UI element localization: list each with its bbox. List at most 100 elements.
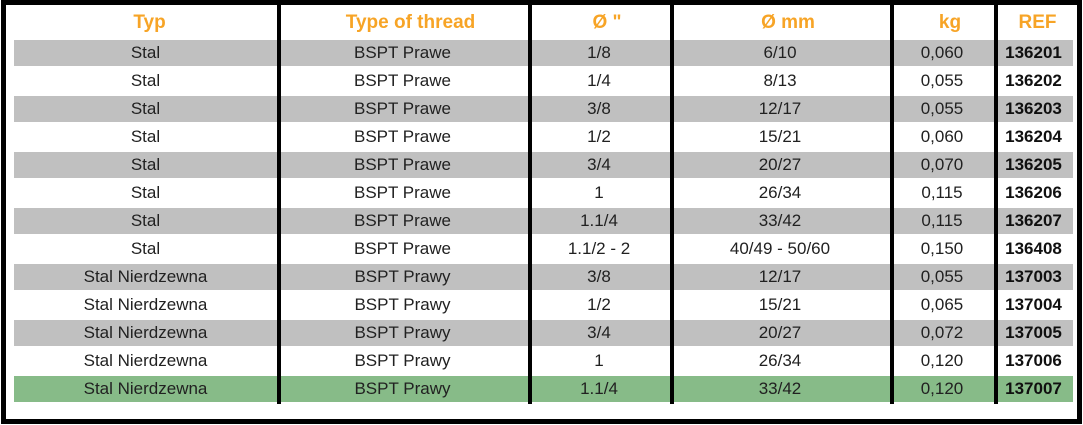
cell-diameter-mm: 26/34 <box>758 183 802 202</box>
cell-ref: 136201 <box>1005 43 1062 62</box>
cell-ref: 137005 <box>1005 323 1062 342</box>
table-row: Stal BSPT Prawe 1.1/4 33/42 0,115 136207 <box>14 208 1073 234</box>
cell-diameter-mm: 12/17 <box>758 99 802 118</box>
cell-diameter-mm: 33/42 <box>758 211 802 230</box>
table-row: Stal Nierdzewna BSPT Prawy 3/8 12/17 0,0… <box>14 264 1073 290</box>
cell-kg: 0,055 <box>920 71 964 90</box>
column-header-diameter-inch: Ø " <box>592 12 622 33</box>
cell-typ: Stal <box>130 211 161 230</box>
column-header-typ: Typ <box>133 12 166 33</box>
cell-diameter-mm: 40/49 - 50/60 <box>729 239 831 258</box>
table-row: Stal BSPT Prawe 1.1/2 - 2 40/49 - 50/60 … <box>14 236 1073 262</box>
cell-typ: Stal Nierdzewna <box>83 267 208 286</box>
column-divider-3 <box>670 5 674 404</box>
cell-kg: 0,065 <box>920 295 964 314</box>
cell-diameter-inch: 1/2 <box>587 127 611 146</box>
table-row: Stal Nierdzewna BSPT Prawy 1/2 15/21 0,0… <box>14 292 1073 318</box>
cell-typ: Stal <box>130 71 161 90</box>
cell-ref: 136203 <box>1005 99 1062 118</box>
cell-typ: Stal <box>130 127 161 146</box>
cell-diameter-mm: 8/13 <box>763 71 797 90</box>
table-row: Stal BSPT Prawe 3/8 12/17 0,055 136203 <box>14 96 1073 122</box>
cell-ref: 136207 <box>1005 211 1062 230</box>
cell-typ: Stal Nierdzewna <box>83 323 208 342</box>
cell-thread: BSPT Prawe <box>353 99 451 118</box>
cell-diameter-inch: 3/4 <box>587 323 611 342</box>
cell-kg: 0,060 <box>920 43 964 62</box>
cell-thread: BSPT Prawy <box>354 379 451 398</box>
cell-typ: Stal Nierdzewna <box>83 295 208 314</box>
cell-diameter-inch: 3/8 <box>587 99 611 118</box>
column-header-ref: REF <box>1018 12 1057 33</box>
cell-kg: 0,120 <box>920 351 964 370</box>
cell-ref: 136204 <box>1005 127 1062 146</box>
table-body: Stal BSPT Prawe 1/8 6/10 0,060 136201 St… <box>14 40 1073 402</box>
cell-typ: Stal <box>130 155 161 174</box>
cell-kg: 0,120 <box>920 379 964 398</box>
table-row: Stal BSPT Prawe 1/4 8/13 0,055 136202 <box>14 68 1073 94</box>
cell-ref: 136202 <box>1005 71 1062 90</box>
table-row: Stal BSPT Prawe 1 26/34 0,115 136206 <box>14 180 1073 206</box>
column-divider-5 <box>994 5 998 404</box>
cell-typ: Stal <box>130 239 161 258</box>
cell-diameter-inch: 1.1/2 - 2 <box>567 239 631 258</box>
cell-diameter-mm: 20/27 <box>758 155 802 174</box>
cell-thread: BSPT Prawe <box>353 127 451 146</box>
column-header-type-of-thread: Type of thread <box>345 12 476 33</box>
cell-kg: 0,055 <box>920 267 964 286</box>
column-divider-1 <box>277 5 281 404</box>
cell-ref: 137006 <box>1005 351 1062 370</box>
cell-diameter-inch: 3/8 <box>587 267 611 286</box>
cell-typ: Stal <box>130 183 161 202</box>
cell-typ: Stal <box>130 99 161 118</box>
table-row: Stal BSPT Prawe 3/4 20/27 0,070 136205 <box>14 152 1073 178</box>
cell-diameter-inch: 1 <box>594 351 604 370</box>
table-header-row: Typ Type of thread Ø " Ø mm kg REF <box>14 5 1073 40</box>
cell-diameter-mm: 12/17 <box>758 267 802 286</box>
cell-thread: BSPT Prawy <box>354 351 451 370</box>
cell-ref: 137003 <box>1005 267 1062 286</box>
cell-diameter-mm: 6/10 <box>763 43 797 62</box>
cell-thread: BSPT Prawe <box>353 43 451 62</box>
cell-thread: BSPT Prawy <box>354 267 451 286</box>
column-divider-4 <box>890 5 894 404</box>
cell-diameter-inch: 1.1/4 <box>580 379 618 398</box>
cell-thread: BSPT Prawe <box>353 155 451 174</box>
cell-diameter-mm: 15/21 <box>758 295 802 314</box>
table-row: Stal BSPT Prawe 1/2 15/21 0,060 136204 <box>14 124 1073 150</box>
cell-thread: BSPT Prawe <box>353 211 451 230</box>
cell-diameter-inch: 1/4 <box>587 71 611 90</box>
cell-thread: BSPT Prawe <box>353 239 451 258</box>
cell-diameter-inch: 1/8 <box>587 43 611 62</box>
cell-typ: Stal Nierdzewna <box>83 351 208 370</box>
cell-ref: 137004 <box>1005 295 1062 314</box>
cell-ref: 136205 <box>1005 155 1062 174</box>
cell-kg: 0,060 <box>920 127 964 146</box>
cell-diameter-inch: 1 <box>594 183 604 202</box>
cell-kg: 0,115 <box>921 183 963 202</box>
cell-thread: BSPT Prawy <box>354 295 451 314</box>
column-header-kg: kg <box>938 12 962 33</box>
cell-diameter-mm: 20/27 <box>758 323 802 342</box>
cell-diameter-inch: 1.1/4 <box>580 211 618 230</box>
cell-diameter-mm: 33/42 <box>758 379 802 398</box>
cell-ref: 136206 <box>1005 183 1062 202</box>
cell-kg: 0,055 <box>920 99 964 118</box>
cell-kg: 0,115 <box>921 211 963 230</box>
table-row: Stal Nierdzewna BSPT Prawy 3/4 20/27 0,0… <box>14 320 1073 346</box>
table-row: Stal BSPT Prawe 1/8 6/10 0,060 136201 <box>14 40 1073 66</box>
column-header-diameter-mm: Ø mm <box>761 12 815 33</box>
cell-diameter-mm: 15/21 <box>758 127 802 146</box>
table-row: Stal Nierdzewna BSPT Prawy 1 26/34 0,120… <box>14 348 1073 374</box>
cell-diameter-mm: 26/34 <box>758 351 802 370</box>
cell-typ: Stal Nierdzewna <box>83 379 208 398</box>
cell-diameter-inch: 1/2 <box>587 295 611 314</box>
cell-kg: 0,070 <box>920 155 964 174</box>
cell-thread: BSPT Prawe <box>353 71 451 90</box>
column-divider-2 <box>528 5 532 404</box>
cell-kg: 0,072 <box>920 323 964 342</box>
cell-thread: BSPT Prawy <box>354 323 451 342</box>
cell-ref: 137007 <box>1005 379 1062 398</box>
